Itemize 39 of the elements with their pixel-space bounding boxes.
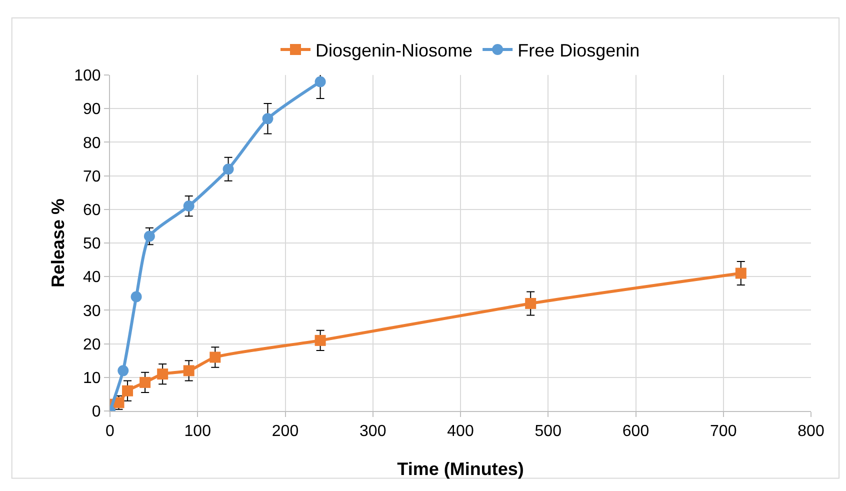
x-tick-label: 200 (272, 423, 299, 440)
legend-label: Diosgenin-Niosome (316, 40, 473, 60)
point (140, 376, 151, 388)
y-axis-title: Release % (48, 198, 68, 288)
legend-label: Free Diosgenin (518, 40, 640, 60)
y-tick-label: 50 (83, 236, 101, 253)
y-tick-label: 80 (83, 134, 101, 152)
y-tick-label: 100 (74, 68, 101, 85)
point (183, 365, 194, 376)
point (314, 334, 326, 346)
x-axis-title: Time (Minutes) (397, 459, 524, 479)
point (130, 291, 142, 302)
point (262, 113, 274, 124)
point (222, 164, 234, 175)
x-tick-label: 700 (710, 423, 737, 440)
x-tick-label: 400 (447, 423, 474, 440)
y-tick-label: 70 (83, 168, 101, 186)
y-tick-label: 40 (83, 269, 101, 286)
y-tick-label: 30 (83, 302, 101, 320)
y-tick-label: 10 (83, 370, 101, 387)
point (210, 352, 221, 363)
point (144, 230, 155, 242)
point (183, 200, 194, 212)
point (118, 365, 129, 376)
point (314, 76, 326, 88)
y-tick-label: 60 (83, 202, 101, 219)
x-tick-label: 100 (184, 423, 212, 440)
point (122, 385, 134, 396)
point (525, 298, 536, 309)
x-tick-label: 600 (622, 423, 650, 440)
point (735, 268, 746, 279)
y-tick-label: 20 (83, 336, 101, 354)
x-tick-label: 0 (106, 423, 115, 440)
x-tick-label: 800 (798, 423, 824, 440)
y-tick-label: 0 (92, 404, 101, 421)
x-tick-label: 500 (534, 423, 562, 440)
y-tick-label: 90 (83, 101, 101, 118)
x-tick-label: 300 (360, 423, 386, 440)
point (157, 368, 168, 380)
